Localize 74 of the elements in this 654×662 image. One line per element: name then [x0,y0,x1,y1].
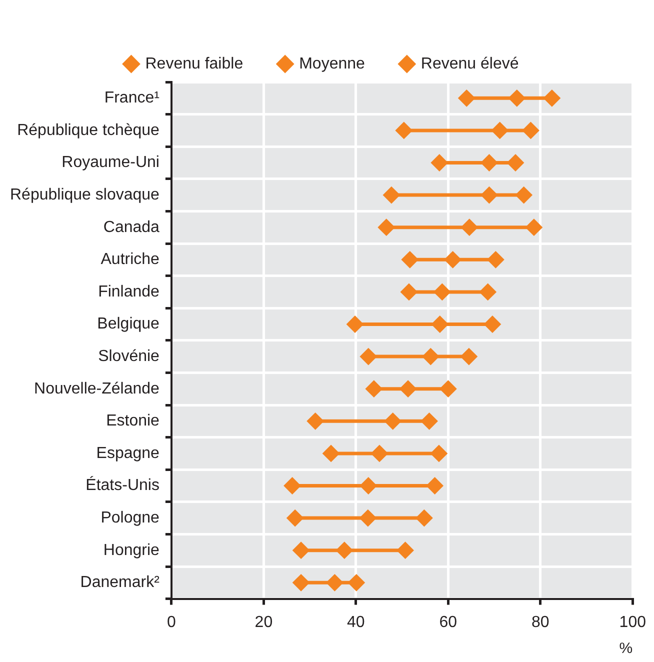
point [434,283,451,300]
point [365,380,382,398]
point [400,283,418,300]
y-tick-label: Danemark² [80,574,160,592]
point [431,316,448,333]
point [426,477,444,494]
point [322,444,340,462]
x-tick-label: 80 [532,614,550,631]
x-tick-label: 60 [439,614,458,631]
point [487,251,504,268]
legend-label: Revenu faible [145,55,244,72]
point [491,122,508,139]
point [420,412,438,430]
point [508,90,526,107]
x-axis-title: % [619,640,633,658]
point [460,348,478,366]
y-tick-label: République tchèque [17,122,160,139]
point [430,154,448,172]
point [515,186,532,204]
point [360,477,377,494]
point [525,218,542,236]
y-tick-label: Canada [103,218,160,236]
point [359,510,376,527]
point [507,154,524,172]
point [460,218,478,236]
point [416,510,433,527]
x-tick-label: 100 [619,614,646,631]
point [401,251,418,268]
point [484,316,501,333]
point [430,444,448,462]
x-tick-label: 0 [166,614,176,631]
point [384,412,402,430]
x-tick-label: 40 [347,614,365,631]
legend-label: Revenu élevé [420,55,519,72]
point [543,90,560,107]
point [480,186,498,204]
point [370,444,388,462]
point [336,542,353,559]
point [400,380,417,398]
point [458,90,476,107]
point [360,348,377,366]
point [284,477,301,494]
point [444,251,462,268]
point [382,186,400,204]
legend-label: Moyenne [299,55,366,72]
y-tick-label: République slovaque [10,186,160,204]
point [479,283,496,300]
point [348,574,365,592]
y-tick-label: États-Unis [86,476,160,494]
point [306,412,324,430]
y-tick-label: Royaume-Uni [62,154,160,172]
y-tick-label: Pologne [100,509,160,526]
point [522,122,540,139]
y-tick-label: Nouvelle-Zélande [34,380,160,398]
point [440,380,457,398]
y-tick-label: Belgique [97,316,160,333]
point [292,574,310,592]
y-tick-label: Finlande [98,283,160,300]
point [396,542,414,559]
point [326,574,344,592]
point [292,542,310,559]
y-tick-label: Estonie [106,412,160,430]
point [395,122,412,139]
y-tick-label: Slovénie [98,348,160,365]
y-tick-label: Autriche [100,251,160,268]
x-tick-label: 20 [254,614,273,631]
point [480,154,498,172]
y-tick-label: France¹ [104,90,160,107]
point [346,316,364,333]
point [422,348,440,366]
point [286,510,304,527]
y-tick-label: Espagne [96,444,160,462]
y-tick-label: Hongrie [103,542,160,559]
point [378,218,395,236]
